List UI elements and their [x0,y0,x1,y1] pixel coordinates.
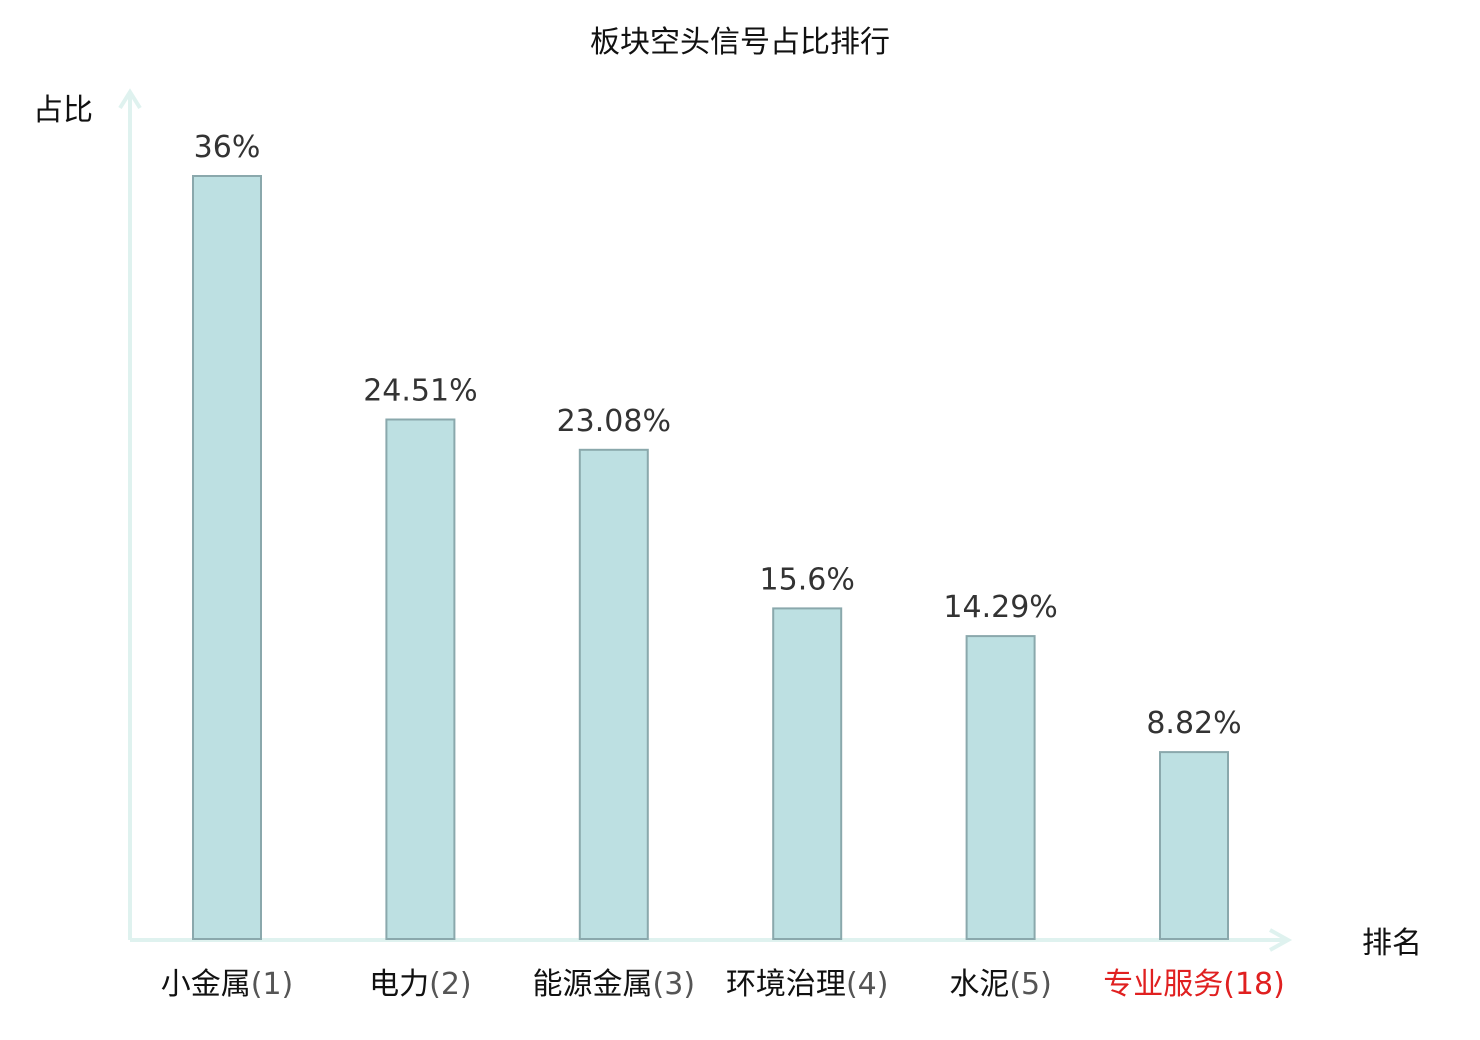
category-label-3: 能源金属(3) [533,967,696,1002]
bar-6 [1159,751,1229,940]
category-name-4: 环境治理 [726,967,846,1002]
value-label-1: 36% [194,130,261,165]
bars-group [192,175,1229,941]
chart-title: 板块空头信号占比排行 [590,25,890,60]
bar-1 [192,175,262,940]
y-axis-label: 占比 [33,93,93,128]
value-labels-group: 36% 24.51% 23.08% 15.6% 14.29% 8.82% [194,130,1242,741]
value-label-3: 23.08% [557,404,671,439]
category-label-6: 专业服务(18) [1103,967,1285,1002]
value-label-4: 15.6% [760,562,855,597]
bar-4 [772,607,843,941]
value-label-6: 8.82% [1146,706,1241,741]
category-rank-6: (18) [1223,967,1285,1002]
category-rank-3: (3) [653,967,696,1002]
category-name-5: 水泥 [949,967,1009,1002]
bar-2 [385,418,456,940]
category-label-2: 电力(2) [369,967,472,1002]
value-label-5: 14.29% [943,590,1057,625]
category-label-5: 水泥(5) [949,967,1052,1002]
category-rank-2: (2) [429,967,472,1002]
category-name-3: 能源金属 [533,967,653,1002]
category-label-4: 环境治理(4) [726,967,889,1002]
category-name-2: 电力 [369,967,429,1002]
category-labels-group: 小金属(1) 电力(2) 能源金属(3) 环境治理(4) 水泥(5) 专业服务(18) [161,967,1285,1002]
category-name-6: 专业服务 [1103,967,1223,1002]
category-label-1: 小金属(1) [161,967,294,1002]
bar-3 [578,448,649,940]
value-label-2: 24.51% [363,374,477,409]
y-axis-arrow [118,88,142,110]
axes [118,88,1293,952]
category-rank-1: (1) [251,967,294,1002]
x-axis-arrow [1269,928,1293,952]
category-rank-5: (5) [1009,967,1052,1002]
bar-5 [965,635,1036,940]
category-rank-4: (4) [846,967,889,1002]
x-axis-label: 排名 [1362,926,1422,961]
category-name-1: 小金属 [161,967,251,1002]
